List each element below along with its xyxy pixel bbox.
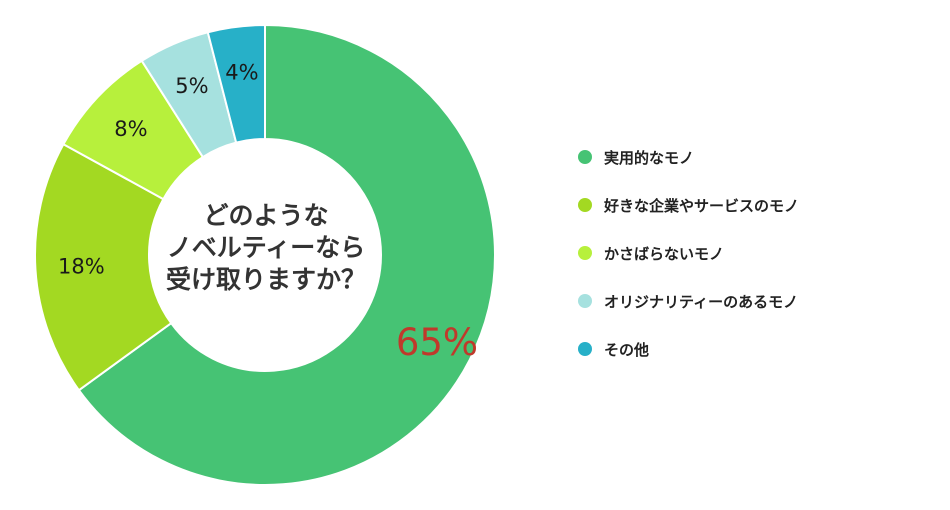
legend-item-1: 実用的なモノ <box>578 145 799 169</box>
legend-label-5: その他 <box>604 340 650 359</box>
legend-label-2: 好きな企業やサービスのモノ <box>604 196 800 215</box>
chart-title-line-2: ノベルティーなら <box>166 233 366 262</box>
legend-swatch-4 <box>578 294 592 308</box>
chart-title-line-1: どのような <box>203 201 329 230</box>
slice-value-label-3: 8% <box>114 117 147 141</box>
pie-slice-1 <box>77 23 496 486</box>
chart-legend: 実用的なモノ好きな企業やサービスのモノ かさばらないモノオリジナリティーのあるモノ… <box>578 145 799 385</box>
legend-swatch-3 <box>578 246 592 260</box>
legend-item-3: かさばらないモノ <box>578 241 799 265</box>
legend-swatch-2 <box>578 198 592 212</box>
slice-value-label-5: 4% <box>225 60 258 84</box>
legend-item-5: その他 <box>578 337 799 361</box>
slice-value-label-1: 65% <box>396 321 478 364</box>
slice-value-label-2: 18% <box>58 255 105 279</box>
legend-label-1: 実用的なモノ <box>604 148 695 167</box>
chart-title: どのような ノベルティーなら 受け取りますか？ <box>150 200 382 296</box>
legend-label-4: オリジナリティーのあるモノ <box>604 292 799 311</box>
chart-title-line-3: 受け取りますか？ <box>165 265 366 294</box>
legend-label-3: かさばらないモノ <box>604 244 725 263</box>
legend-item-4: オリジナリティーのあるモノ <box>578 289 799 313</box>
legend-item-2: 好きな企業やサービスのモノ <box>578 193 799 217</box>
pie-slice-5 <box>206 23 266 144</box>
slice-value-label-4: 5% <box>175 74 208 98</box>
legend-swatch-1 <box>578 150 592 164</box>
legend-swatch-5 <box>578 342 592 356</box>
pie-slice-2 <box>34 142 173 392</box>
